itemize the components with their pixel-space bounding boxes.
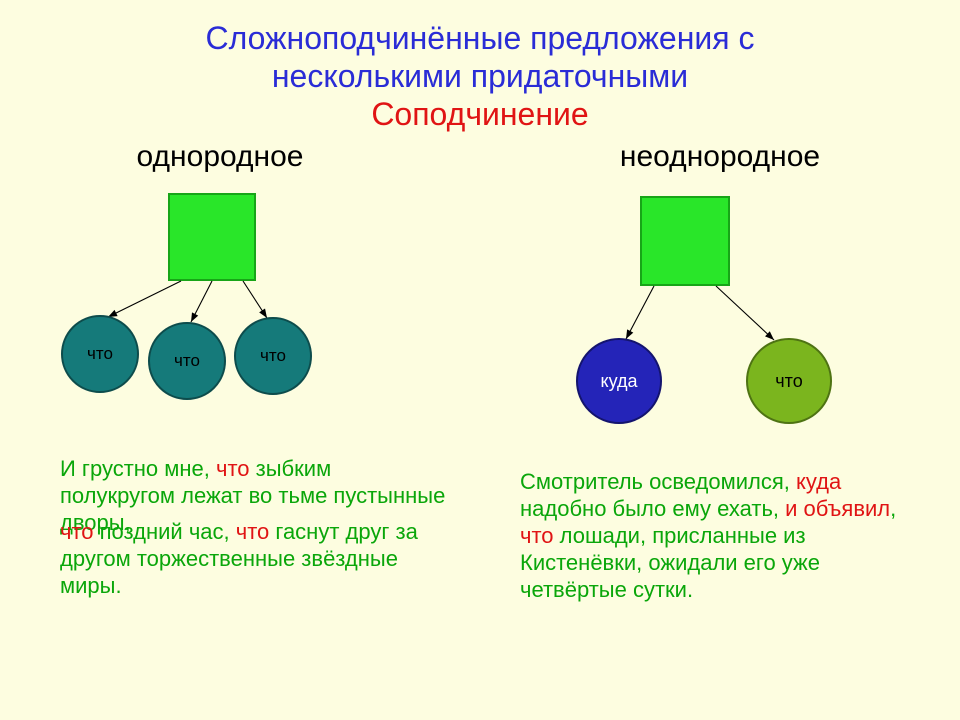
- slide: Сложноподчинённые предложения с нескольк…: [0, 0, 960, 720]
- left-paragraph-1-span-0: И грустно мне: [60, 456, 204, 481]
- left-paragraph-2-span-3: что: [236, 519, 276, 544]
- left-circle-1: что: [148, 322, 226, 400]
- title-line3: Соподчинение: [0, 96, 960, 133]
- right-square: [640, 196, 730, 286]
- right-paragraph-1-span-8: лошади, присланные из Кистенёвки, ожидал…: [520, 523, 820, 602]
- right-paragraph-1-span-7: что: [520, 523, 560, 548]
- right-paragraph-1-span-4: ,: [773, 496, 785, 521]
- right-circle-1-label: что: [775, 371, 802, 392]
- left-column-title: однородное: [20, 140, 420, 174]
- title-line2: несколькими придаточными: [0, 58, 960, 95]
- left-paragraph-1-span-2: что: [216, 456, 256, 481]
- left-paragraph-2-span-1: поздний час: [100, 519, 224, 544]
- right-paragraph-1-span-2: куда: [796, 469, 841, 494]
- left-circle-0-label: что: [87, 344, 113, 364]
- title-line1: Сложноподчинённые предложения с: [0, 20, 960, 57]
- right-paragraph-1-span-5: и объявил: [785, 496, 890, 521]
- right-circle-0: куда: [576, 338, 662, 424]
- right-paragraph-1-span-1: ,: [784, 469, 796, 494]
- left-paragraph-1-span-1: ,: [204, 456, 216, 481]
- left-paragraph-2: что поздний час, что гаснут друг за друг…: [60, 518, 450, 599]
- right-paragraph-1: Смотритель осведомился, куда надобно был…: [520, 468, 920, 603]
- left-circle-0: что: [61, 315, 139, 393]
- right-circle-1: что: [746, 338, 832, 424]
- right-paragraph-1-span-6: ,: [890, 496, 896, 521]
- left-circle-2-label: что: [260, 346, 286, 366]
- left-circle-1-label: что: [174, 351, 200, 371]
- right-column-title: неоднородное: [520, 140, 920, 174]
- right-paragraph-1-span-3: надобно было ему ехать: [520, 496, 773, 521]
- right-paragraph-1-span-0: Смотритель осведомился: [520, 469, 784, 494]
- left-square: [168, 193, 256, 281]
- left-paragraph-2-span-2: ,: [224, 519, 236, 544]
- left-circle-2: что: [234, 317, 312, 395]
- left-paragraph-2-span-0: что: [60, 519, 100, 544]
- right-circle-0-label: куда: [601, 371, 638, 392]
